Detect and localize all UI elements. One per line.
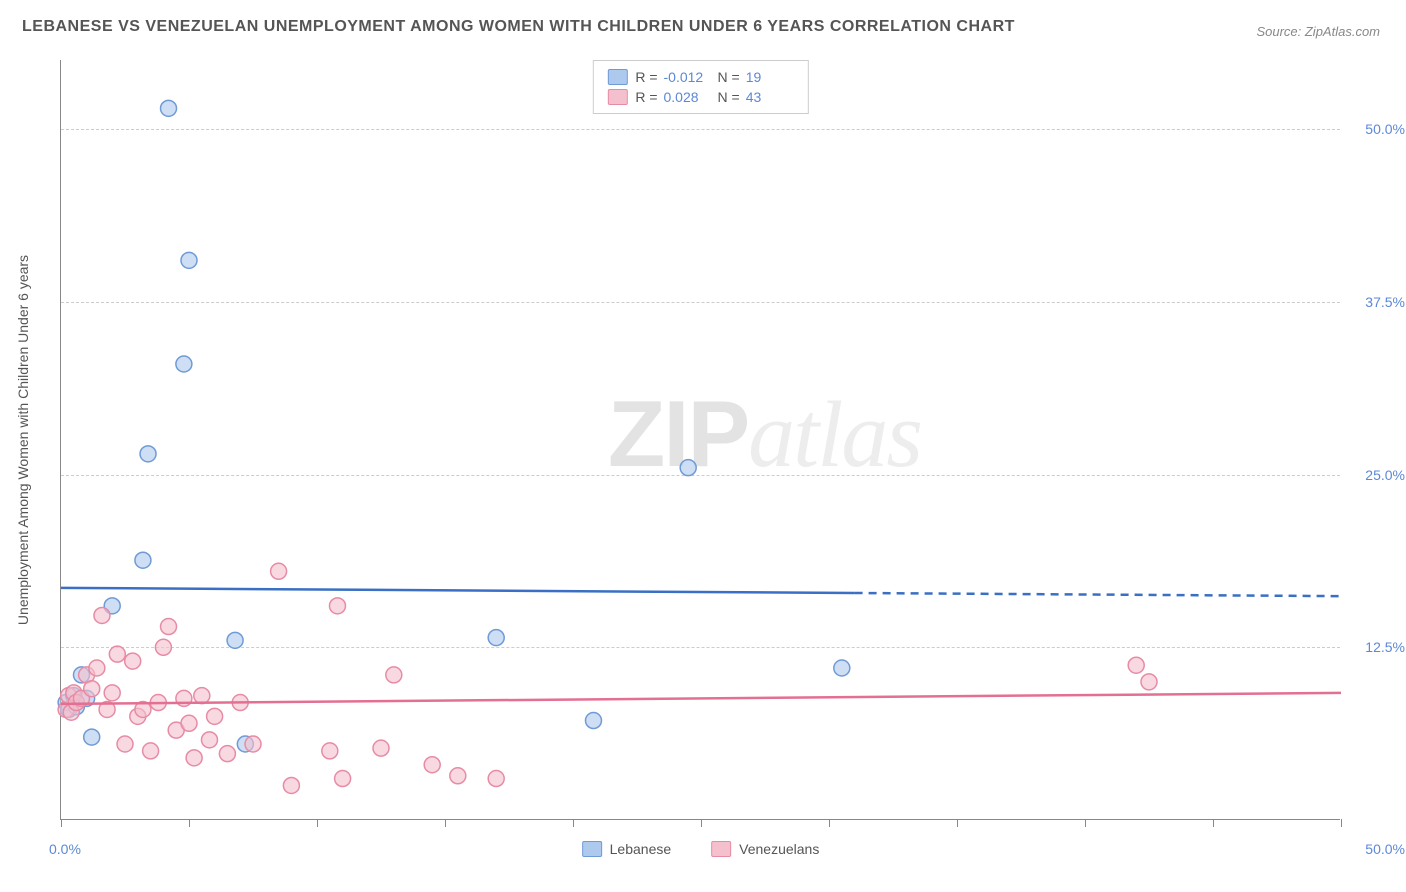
x-tick (1085, 819, 1086, 827)
scatter-point (207, 708, 223, 724)
scatter-point (176, 356, 192, 372)
scatter-point (834, 660, 850, 676)
scatter-point (194, 688, 210, 704)
scatter-point (181, 252, 197, 268)
scatter-point (135, 552, 151, 568)
scatter-point (450, 768, 466, 784)
plot-area: Unemployment Among Women with Children U… (60, 60, 1340, 820)
scatter-point (143, 743, 159, 759)
x-tick (1213, 819, 1214, 827)
legend-swatch (607, 69, 627, 85)
x-tick (957, 819, 958, 827)
series-legend-label: Lebanese (610, 841, 672, 857)
scatter-point (109, 646, 125, 662)
x-tick (1341, 819, 1342, 827)
scatter-point (283, 777, 299, 793)
x-tick (189, 819, 190, 827)
series-legend: Lebanese Venezuelans (582, 841, 820, 857)
series-legend-item: Venezuelans (711, 841, 819, 857)
scatter-point (680, 460, 696, 476)
series-legend-item: Lebanese (582, 841, 672, 857)
x-tick (445, 819, 446, 827)
chart-title: LEBANESE VS VENEZUELAN UNEMPLOYMENT AMON… (22, 18, 1015, 36)
scatter-point (94, 607, 110, 623)
x-tick (701, 819, 702, 827)
x-axis-min-label: 0.0% (49, 841, 81, 857)
scatter-point (271, 563, 287, 579)
scatter-point (488, 771, 504, 787)
stats-legend-row: R =0.028N =43 (607, 87, 793, 107)
scatter-point (386, 667, 402, 683)
x-axis-max-label: 50.0% (1365, 841, 1405, 857)
scatter-point (227, 632, 243, 648)
scatter-point (245, 736, 261, 752)
scatter-point (373, 740, 389, 756)
scatter-point (322, 743, 338, 759)
scatter-point (161, 100, 177, 116)
scatter-point (161, 619, 177, 635)
x-tick (573, 819, 574, 827)
scatter-point (335, 771, 351, 787)
x-tick (61, 819, 62, 827)
trend-line-dashed (855, 593, 1341, 596)
scatter-point (84, 729, 100, 745)
scatter-point (219, 746, 235, 762)
stats-text: R =0.028N =43 (635, 89, 793, 105)
trend-line-solid (61, 588, 855, 593)
x-tick (317, 819, 318, 827)
scatter-point (181, 715, 197, 731)
y-tick-label: 37.5% (1345, 294, 1405, 310)
scatter-point (84, 681, 100, 697)
scatter-point (1141, 674, 1157, 690)
scatter-point (140, 446, 156, 462)
y-tick-label: 12.5% (1345, 639, 1405, 655)
y-tick-label: 25.0% (1345, 467, 1405, 483)
stats-legend: R =-0.012N =19 R =0.028N =43 (592, 60, 808, 114)
scatter-point (186, 750, 202, 766)
y-axis-title: Unemployment Among Women with Children U… (15, 254, 31, 624)
scatter-point (104, 685, 120, 701)
scatter-point (89, 660, 105, 676)
y-tick-label: 50.0% (1345, 121, 1405, 137)
scatter-point (155, 639, 171, 655)
legend-swatch (607, 89, 627, 105)
scatter-point (585, 713, 601, 729)
scatter-point (488, 630, 504, 646)
scatter-point (117, 736, 133, 752)
stats-legend-row: R =-0.012N =19 (607, 67, 793, 87)
trend-line-solid (61, 693, 1341, 704)
legend-swatch (582, 841, 602, 857)
scatter-point (125, 653, 141, 669)
legend-swatch (711, 841, 731, 857)
scatter-point (1128, 657, 1144, 673)
source-citation: Source: ZipAtlas.com (1256, 24, 1380, 39)
series-legend-label: Venezuelans (739, 841, 819, 857)
scatter-point (201, 732, 217, 748)
scatter-point (424, 757, 440, 773)
x-tick (829, 819, 830, 827)
chart-svg (61, 60, 1340, 819)
stats-text: R =-0.012N =19 (635, 69, 793, 85)
scatter-point (329, 598, 345, 614)
